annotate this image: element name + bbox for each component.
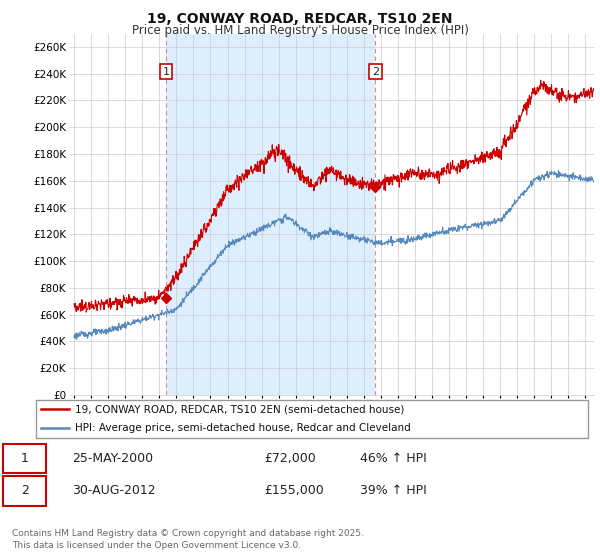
Text: 19, CONWAY ROAD, REDCAR, TS10 2EN: 19, CONWAY ROAD, REDCAR, TS10 2EN	[147, 12, 453, 26]
Text: 2: 2	[20, 484, 29, 497]
Text: £72,000: £72,000	[264, 452, 316, 465]
Text: £155,000: £155,000	[264, 484, 324, 497]
Text: Price paid vs. HM Land Registry's House Price Index (HPI): Price paid vs. HM Land Registry's House …	[131, 24, 469, 36]
Bar	[166, 34, 376, 395]
Text: 25-MAY-2000: 25-MAY-2000	[72, 452, 153, 465]
Text: Contains HM Land Registry data © Crown copyright and database right 2025.
This d: Contains HM Land Registry data © Crown c…	[12, 529, 364, 550]
Text: 1: 1	[20, 452, 29, 465]
Text: 2: 2	[372, 67, 379, 77]
FancyBboxPatch shape	[3, 476, 46, 506]
Text: 19, CONWAY ROAD, REDCAR, TS10 2EN (semi-detached house): 19, CONWAY ROAD, REDCAR, TS10 2EN (semi-…	[75, 404, 404, 414]
Text: 39% ↑ HPI: 39% ↑ HPI	[360, 484, 427, 497]
FancyBboxPatch shape	[3, 444, 46, 473]
Text: HPI: Average price, semi-detached house, Redcar and Cleveland: HPI: Average price, semi-detached house,…	[75, 423, 410, 433]
Text: 1: 1	[163, 67, 170, 77]
Text: 30-AUG-2012: 30-AUG-2012	[72, 484, 155, 497]
Text: 46% ↑ HPI: 46% ↑ HPI	[360, 452, 427, 465]
